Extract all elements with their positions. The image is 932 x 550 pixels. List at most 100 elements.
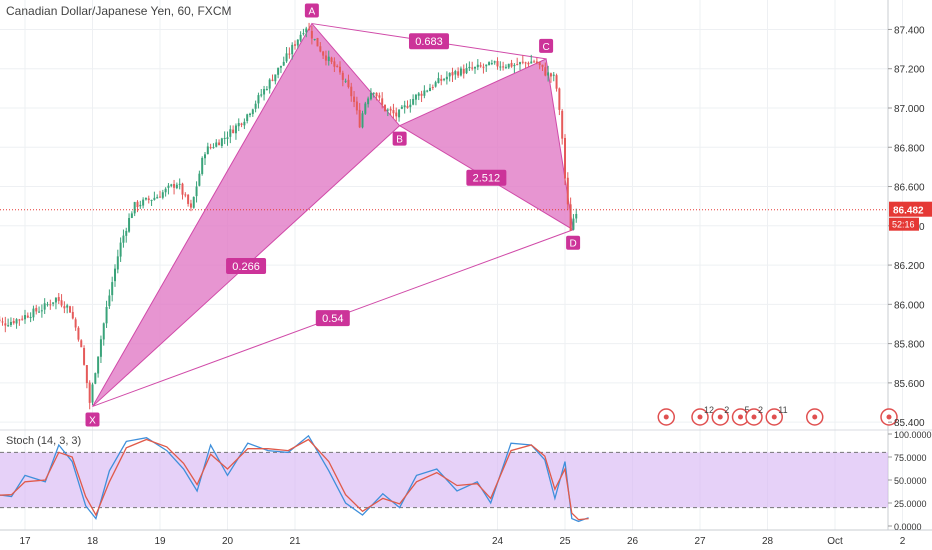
stoch-band	[0, 452, 888, 508]
candle-body	[181, 183, 184, 195]
candle-body	[167, 185, 170, 188]
candle-body	[0, 319, 1, 321]
harmonic-ratio	[466, 169, 507, 186]
harmonic-point-label: D	[569, 239, 576, 250]
candle-body	[544, 67, 547, 76]
price-tick-label: 86.000	[894, 300, 925, 311]
candle-body	[156, 197, 159, 199]
candle-body	[173, 183, 176, 188]
stoch-tick-label: 100.0000	[894, 430, 932, 440]
candle-body	[310, 30, 313, 39]
price-tick-label: 85.800	[894, 340, 925, 351]
harmonic-point-label: B	[396, 135, 403, 146]
candle-body	[35, 307, 38, 312]
candle-body	[218, 142, 221, 146]
event-count: 11	[778, 405, 787, 415]
candle-body	[420, 93, 423, 96]
harmonic-point-c	[539, 38, 554, 53]
candle-body	[381, 98, 384, 105]
candle-body	[521, 61, 524, 63]
candle-body	[353, 96, 356, 102]
candle-body	[91, 384, 94, 403]
stoch-title: Stoch (14, 3, 3)	[6, 435, 82, 447]
candle-body	[409, 104, 412, 108]
candle-body	[122, 235, 125, 243]
candle-body	[507, 63, 510, 68]
candle-body	[291, 44, 294, 55]
candle-body	[406, 105, 409, 108]
candle-body	[69, 306, 71, 313]
candle-body	[153, 197, 156, 200]
candle-body	[555, 75, 558, 89]
candle-body	[564, 138, 566, 179]
event-marker-dot	[663, 414, 669, 420]
event-marker-dot	[886, 414, 892, 420]
event-marker-dot	[717, 414, 723, 420]
harmonic-triangle-xab	[92, 22, 401, 407]
candle-body	[339, 66, 341, 73]
candle-body	[533, 61, 536, 63]
candle-body	[279, 65, 282, 68]
candle-body	[249, 113, 251, 116]
candle-body	[147, 198, 150, 200]
candle-body	[454, 71, 457, 75]
harmonic-point-label: C	[542, 42, 549, 53]
harmonic-ratio	[315, 310, 350, 327]
candle-body	[316, 37, 319, 47]
candle-body	[77, 327, 80, 340]
candle-body	[175, 184, 178, 189]
candle-body	[201, 157, 204, 174]
candle-body	[114, 268, 116, 282]
candle-body	[459, 68, 462, 76]
candle-body	[516, 64, 519, 66]
candle-body	[499, 66, 502, 68]
candle-body	[144, 197, 147, 200]
stoch-line-d	[0, 438, 589, 521]
countdown-label: 52:16	[892, 220, 915, 230]
harmonic-ratio-label: 0.266	[232, 261, 260, 273]
candle-body	[384, 104, 386, 111]
candle-body	[319, 46, 322, 52]
candle-body	[274, 74, 277, 82]
candle-body	[83, 348, 86, 365]
candle-body	[38, 311, 41, 313]
event-marker-dot	[751, 414, 757, 420]
candle-body	[364, 103, 367, 114]
candle-body	[215, 142, 218, 147]
stoch-tick-label: 75.0000	[894, 453, 927, 463]
candle-body	[412, 98, 415, 105]
candle-body	[130, 213, 133, 218]
candle-body	[457, 71, 460, 76]
price-tick-label: 85.600	[894, 379, 925, 390]
price-tick-label: 87.400	[894, 25, 925, 36]
candle-body	[111, 282, 114, 296]
candle-body	[7, 325, 10, 327]
candle-body	[125, 230, 128, 236]
event-marker-dot	[771, 414, 777, 420]
candle-body	[277, 67, 280, 75]
candle-body	[116, 256, 119, 270]
candle-body	[282, 61, 285, 66]
price-tick-label: 86.600	[894, 183, 925, 194]
time-tick-label: 24	[492, 536, 504, 547]
candle-body	[60, 300, 63, 306]
candle-body	[561, 110, 564, 139]
candle-body	[344, 80, 347, 82]
candle-body	[234, 125, 237, 134]
time-tick-label: 28	[762, 536, 774, 547]
candle-body	[9, 321, 12, 326]
events: 12 2 5 2 11	[657, 405, 898, 426]
candle-body	[212, 147, 215, 149]
candle-body	[308, 28, 311, 30]
candle-body	[336, 65, 339, 67]
candle-body	[519, 62, 521, 65]
candle-body	[46, 304, 49, 306]
event-marker-dot	[697, 414, 703, 420]
candle-body	[566, 177, 569, 205]
event-marker-dot	[738, 414, 743, 420]
candle-body	[535, 61, 538, 64]
candle-body	[268, 79, 271, 89]
candle-body	[474, 67, 476, 69]
candle-body	[271, 79, 274, 81]
